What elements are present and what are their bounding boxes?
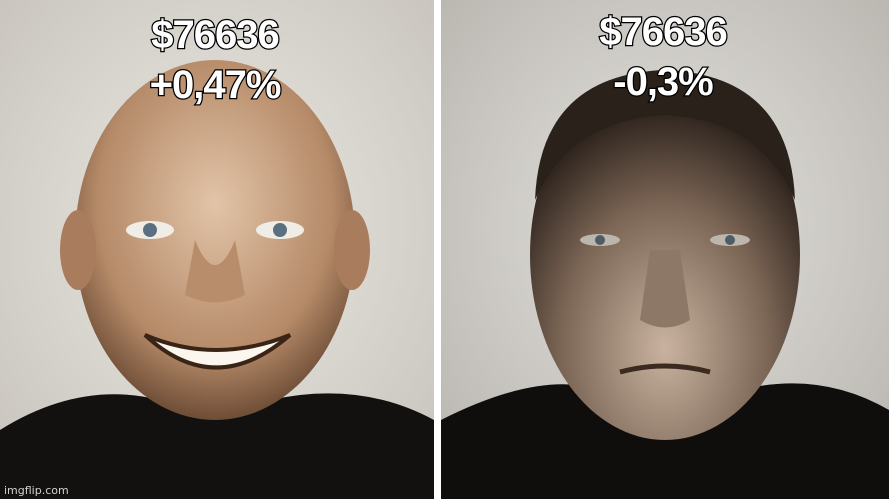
watermark: imgflip.com	[4, 484, 69, 497]
left-panel	[0, 0, 434, 499]
caption-line: -0,3%	[613, 60, 713, 104]
caption-line: +0,47%	[150, 63, 281, 107]
caption-line: $76636	[151, 13, 278, 57]
divider	[434, 0, 441, 499]
right-panel	[441, 0, 889, 499]
caption-line: $76636	[599, 10, 726, 54]
